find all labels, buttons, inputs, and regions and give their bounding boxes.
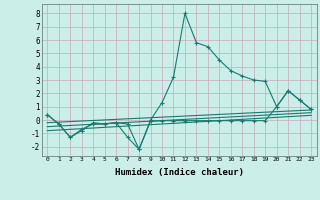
X-axis label: Humidex (Indice chaleur): Humidex (Indice chaleur) [115,168,244,177]
